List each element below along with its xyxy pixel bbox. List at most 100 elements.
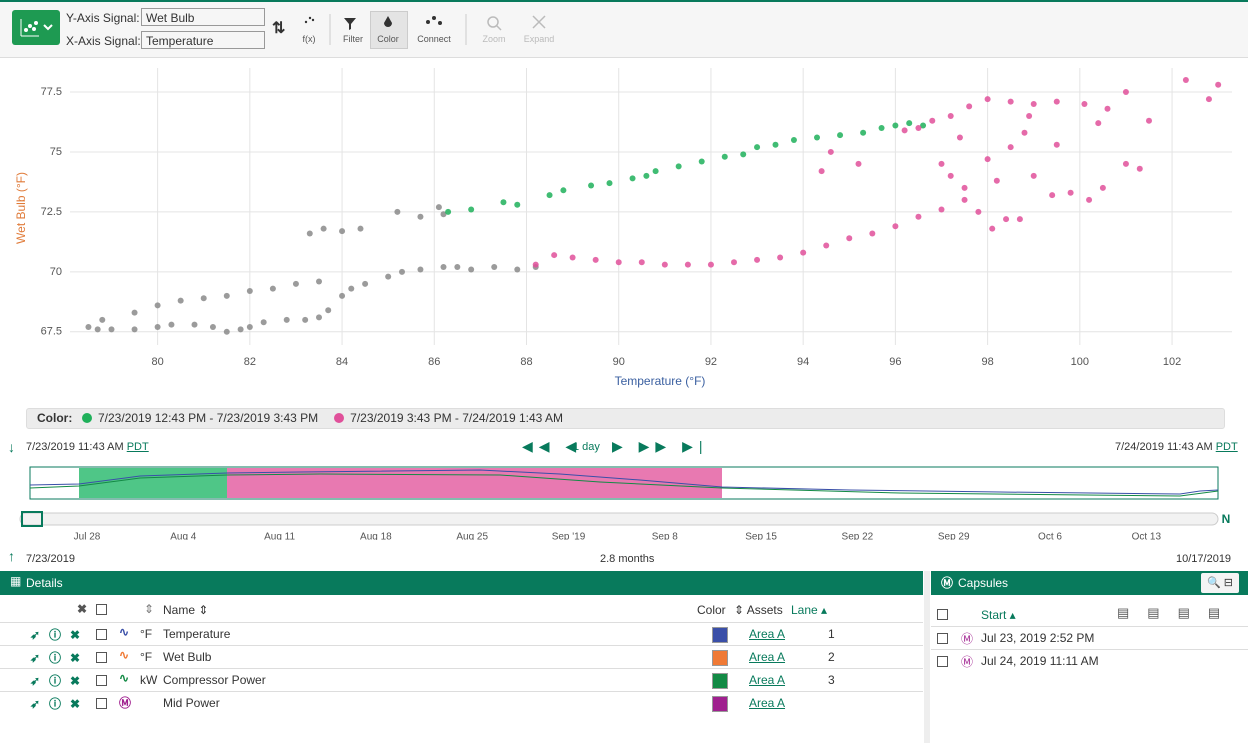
nav-back[interactable]: ◀◀ ◀ xyxy=(522,438,583,454)
row-check[interactable] xyxy=(96,652,107,663)
asset-link[interactable]: Area A xyxy=(749,673,786,687)
signal-name: Temperature xyxy=(163,627,231,641)
color-swatch[interactable] xyxy=(712,650,728,666)
col-name[interactable]: Name ⇕ xyxy=(163,603,209,617)
time-tick: Aug 11 xyxy=(264,532,295,540)
trend-line xyxy=(29,469,1219,495)
point xyxy=(615,259,622,266)
name-header: Name xyxy=(163,603,196,617)
swap-button[interactable]: ⇅ xyxy=(272,20,286,37)
capsule-select-all[interactable] xyxy=(937,609,948,620)
row-check[interactable] xyxy=(96,629,107,640)
nav-forward[interactable]: ▶ ▶▶ ▶| xyxy=(612,438,709,454)
x-tick-label: 102 xyxy=(1163,356,1181,368)
slider-track[interactable] xyxy=(19,512,1219,526)
point xyxy=(468,206,475,213)
asset-link[interactable]: Area A xyxy=(749,650,786,664)
point xyxy=(975,208,982,215)
timezone[interactable]: PDT xyxy=(1215,441,1238,453)
time-tick: Aug 25 xyxy=(456,532,488,540)
zoom-button: Zoom xyxy=(482,34,506,44)
y-axis-title: Wet Bulb (°F) xyxy=(14,172,28,244)
point xyxy=(993,177,1000,184)
point xyxy=(85,324,92,331)
point xyxy=(588,182,595,189)
row-line xyxy=(0,668,923,669)
timezone[interactable]: PDT xyxy=(126,441,149,453)
signal-name: Compressor Power xyxy=(163,673,266,687)
slider-end[interactable]: N xyxy=(1222,512,1231,526)
row-line xyxy=(0,691,923,692)
time-tick: Aug 4 xyxy=(170,532,197,540)
point xyxy=(320,225,327,232)
capsule-start: Jul 24, 2019 11:11 AM xyxy=(981,654,1099,668)
color-swatch[interactable] xyxy=(712,627,728,643)
point xyxy=(1053,98,1060,105)
point xyxy=(316,314,322,321)
display-start[interactable]: 7/23/2019 11:43 AM PDT xyxy=(26,441,149,453)
lane-header: Lane xyxy=(791,603,818,617)
point xyxy=(915,124,922,131)
color-swatch[interactable] xyxy=(712,673,728,689)
point xyxy=(357,225,364,232)
range-span: 2.8 months xyxy=(600,553,655,565)
capsule-check[interactable] xyxy=(937,656,948,667)
select-all[interactable] xyxy=(96,604,107,615)
row-icons[interactable]: ➶ⓘ✖ xyxy=(30,697,90,711)
point xyxy=(814,134,820,141)
capsule-col-start[interactable]: Start ▴ xyxy=(981,608,1016,622)
mode-button[interactable] xyxy=(12,10,60,45)
filter-button[interactable]: Filter xyxy=(343,34,363,44)
point xyxy=(417,213,424,220)
point xyxy=(223,328,230,335)
row-icons[interactable]: ➶ⓘ✖ xyxy=(30,628,90,642)
splitter[interactable] xyxy=(924,571,930,743)
color-button[interactable]: Color xyxy=(377,34,399,44)
point xyxy=(892,122,899,129)
col-assets[interactable]: ⇕ Assets xyxy=(734,603,783,617)
point xyxy=(1146,117,1152,124)
signal-name: Wet Bulb xyxy=(163,650,212,664)
point xyxy=(938,160,945,167)
point xyxy=(915,213,922,220)
y-tick-label: 75 xyxy=(50,146,62,158)
capsule-check[interactable] xyxy=(937,633,948,644)
row-check[interactable] xyxy=(96,675,107,686)
point xyxy=(394,208,401,215)
capsule-pink xyxy=(227,468,722,498)
legend-label: Color: xyxy=(37,411,73,425)
point xyxy=(514,201,521,208)
capsule-tools[interactable]: 🔍 ⊟ xyxy=(1201,573,1239,593)
sort[interactable]: ⇕ xyxy=(144,602,155,616)
step[interactable]: 1 day xyxy=(573,441,600,453)
capsule-start: Jul 23, 2019 2:52 PM xyxy=(981,631,1095,645)
time-tick: Aug 18 xyxy=(360,532,392,540)
point xyxy=(947,112,954,119)
row-icons[interactable]: ➶ⓘ✖ xyxy=(30,674,90,688)
x-tick-label: 80 xyxy=(151,356,163,368)
point xyxy=(316,278,322,285)
x-tick-label: 82 xyxy=(244,356,256,368)
row-check[interactable] xyxy=(96,698,107,709)
point xyxy=(855,160,862,167)
point xyxy=(569,254,576,261)
col-lane[interactable]: Lane ▴ xyxy=(791,603,828,617)
remove-all[interactable]: ✖ xyxy=(77,602,88,616)
asset-link[interactable]: Area A xyxy=(749,627,786,641)
row-icons[interactable]: ➶ⓘ✖ xyxy=(30,651,90,665)
fx-button[interactable]: f(x) xyxy=(302,34,316,44)
capsule-actions[interactable]: ▤▤▤▤ xyxy=(1117,605,1239,620)
connect-button[interactable]: Connect xyxy=(417,34,451,44)
unit: °F xyxy=(140,650,153,664)
signal-name: Mid Power xyxy=(163,696,220,710)
point xyxy=(191,321,198,328)
x-signal-select[interactable]: Temperature xyxy=(141,31,265,49)
asset-link[interactable]: Area A xyxy=(749,696,786,710)
point xyxy=(94,326,101,333)
y-signal-select[interactable]: Wet Bulb xyxy=(141,8,265,26)
color-swatch[interactable] xyxy=(712,696,728,712)
display-end[interactable]: 7/24/2019 11:43 AM PDT xyxy=(1115,441,1238,453)
point xyxy=(643,172,650,179)
point xyxy=(707,261,714,268)
slider-handle[interactable] xyxy=(21,511,43,527)
